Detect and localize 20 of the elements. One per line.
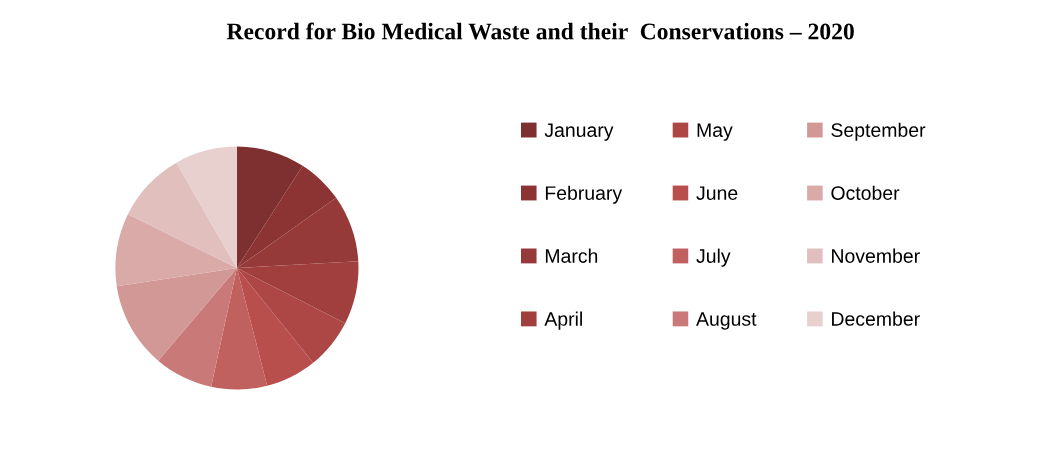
pie-slice bbox=[236, 146, 303, 269]
pie-slice bbox=[127, 162, 237, 269]
legend-label: July bbox=[696, 248, 731, 267]
legend-label: May bbox=[697, 123, 733, 141]
chart-title: Record for Bio Medical Waste and their Conservations – 2020 bbox=[226, 22, 854, 40]
pie-slice bbox=[116, 268, 237, 361]
pie-slice bbox=[211, 268, 268, 390]
legend-label: February bbox=[545, 185, 623, 204]
pie-slice bbox=[176, 146, 237, 269]
legend-label: November bbox=[832, 248, 920, 263]
legend-label: August bbox=[696, 312, 757, 330]
legend-label: January bbox=[544, 123, 614, 141]
legend-label: March bbox=[545, 248, 598, 263]
legend-label: December bbox=[832, 311, 920, 326]
legend-label: October bbox=[831, 185, 900, 200]
pie-slice bbox=[115, 214, 237, 287]
legend-label: April bbox=[544, 311, 582, 330]
legend-label: September bbox=[831, 122, 926, 141]
legend-label: June bbox=[696, 186, 738, 200]
pie-slice bbox=[158, 268, 237, 387]
